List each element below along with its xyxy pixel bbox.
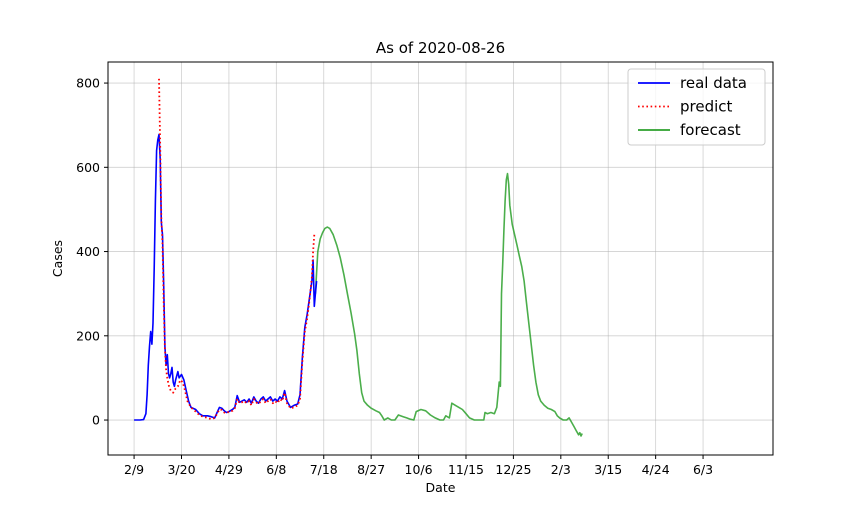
series-line-real-data (134, 133, 318, 421)
x-tick-label: 12/25 (495, 462, 531, 477)
legend-label: forecast (680, 121, 741, 139)
x-tick-label: 3/20 (167, 462, 195, 477)
x-tick-label: 6/8 (266, 462, 286, 477)
x-tick-label: 7/18 (310, 462, 338, 477)
x-tick-label: 8/27 (357, 462, 385, 477)
x-tick-label: 11/15 (448, 462, 484, 477)
y-axis-label: Cases (50, 240, 65, 277)
chart-title: As of 2020-08-26 (376, 39, 505, 57)
series-line-predict (158, 78, 316, 421)
x-tick-label: 2/9 (124, 462, 144, 477)
axes-frame (107, 61, 774, 456)
y-tick-label: 200 (76, 328, 100, 343)
legend-box (627, 68, 766, 146)
ticks: 2/9 3/20 4/29 6/8 7/18 8/27 10/6 11/15 12/25 2/3 3… (76, 76, 713, 477)
legend: real data predict forecast (627, 68, 766, 146)
y-tick-label: 600 (76, 160, 100, 175)
series-line-forecast (314, 172, 583, 437)
legend-label: real data (680, 74, 747, 92)
x-tick-label: 3/15 (594, 462, 622, 477)
x-axis-label: Date (426, 480, 456, 495)
x-tick-label: 2/3 (551, 462, 571, 477)
y-tick-label: 800 (76, 76, 100, 91)
y-tick-label: 0 (92, 413, 100, 428)
x-tick-label: 4/29 (215, 462, 243, 477)
x-tick-label: 6/3 (693, 462, 713, 477)
legend-label: predict (680, 98, 733, 116)
x-tick-label: 10/6 (405, 462, 433, 477)
series-group (134, 78, 583, 437)
x-tick-label: 4/24 (642, 462, 670, 477)
y-tick-label: 400 (76, 244, 100, 259)
